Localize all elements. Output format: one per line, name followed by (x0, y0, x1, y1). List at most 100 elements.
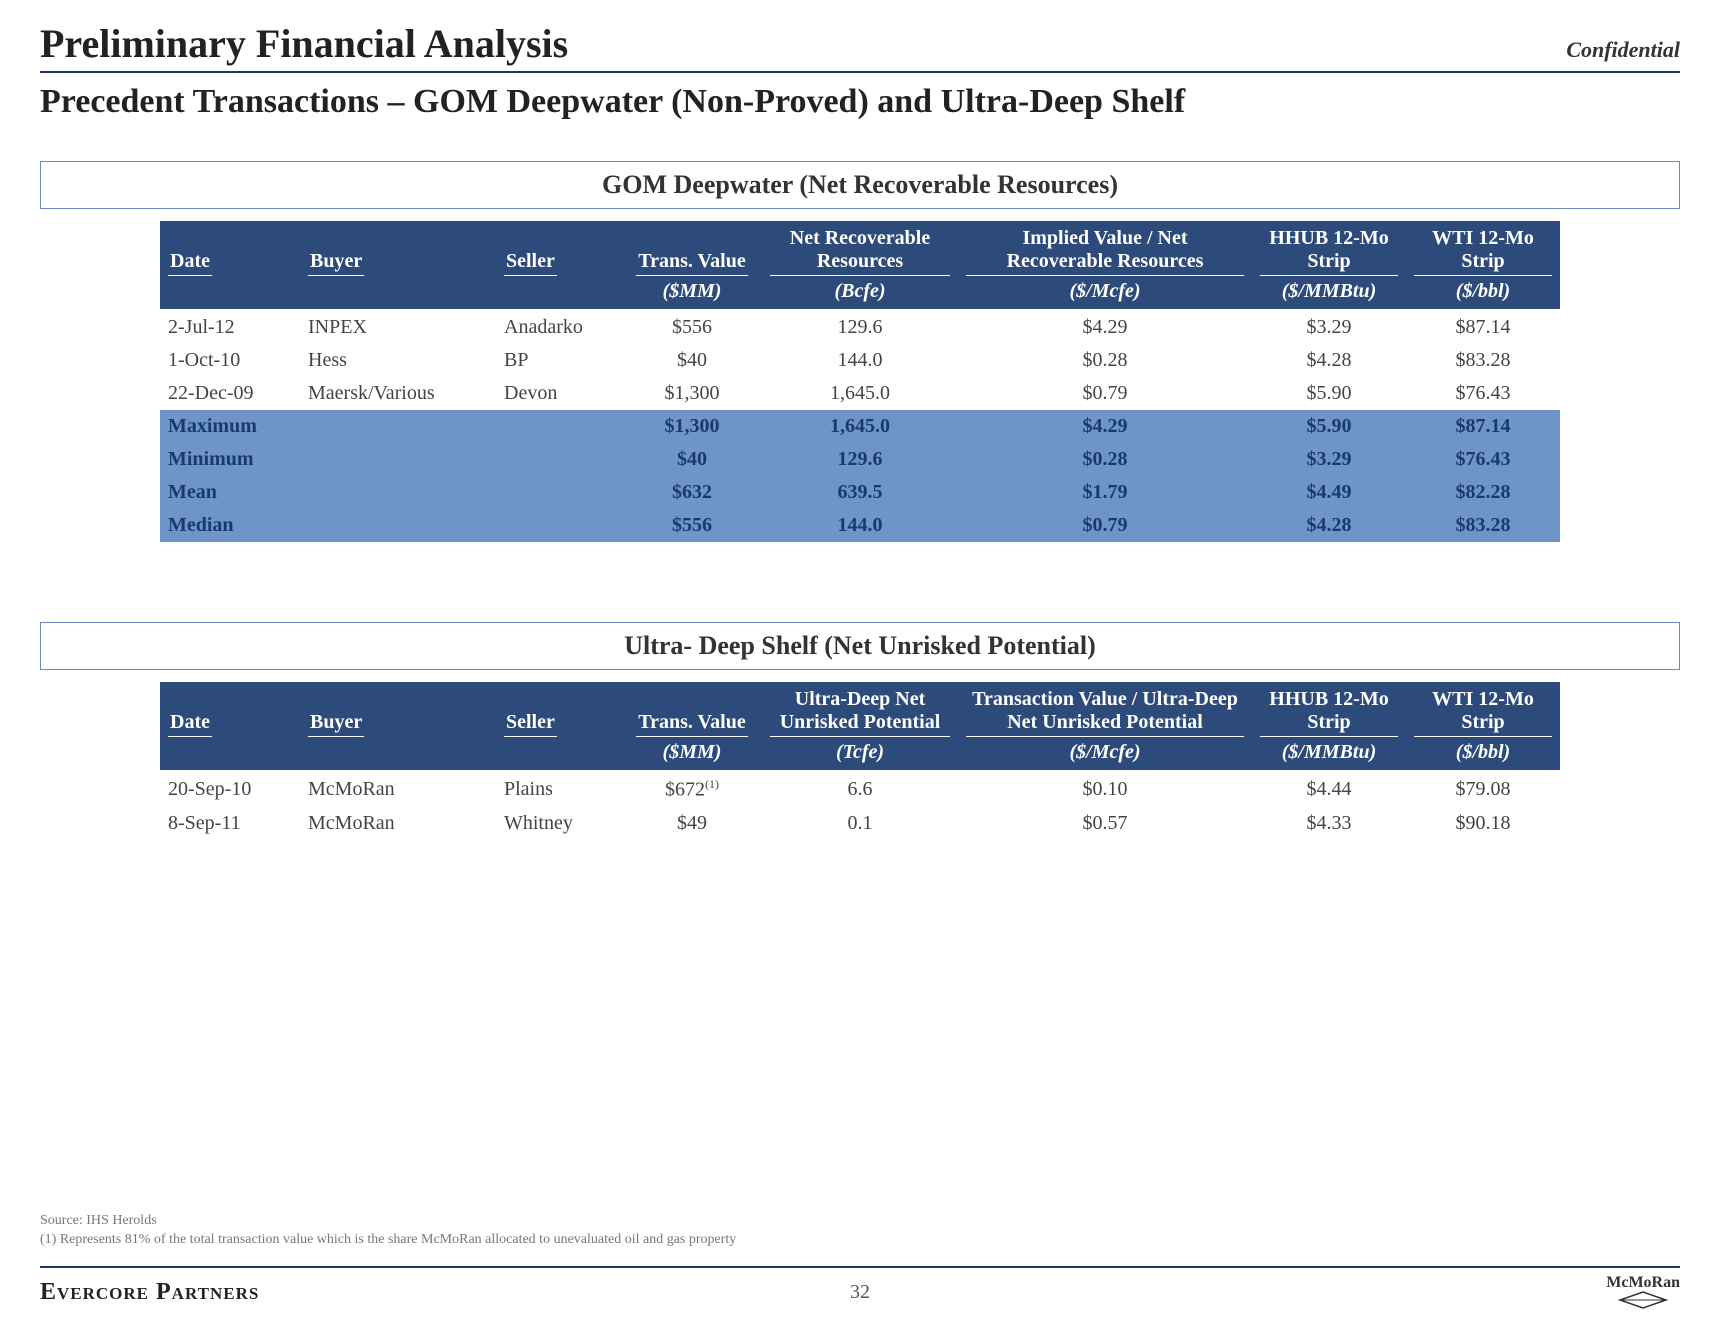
unit-wti: ($/bbl) (1406, 278, 1560, 310)
cell-hhub: $3.29 (1252, 310, 1406, 344)
cell-buyer: McMoRan (300, 771, 496, 807)
page-subtitle: Precedent Transactions – GOM Deepwater (… (40, 83, 1680, 121)
stat-implied: $1.79 (958, 476, 1252, 509)
cell-implied: $0.28 (958, 344, 1252, 377)
stat-implied: $0.28 (958, 443, 1252, 476)
col-buyer: Buyer (300, 682, 496, 739)
cell-seller: Anadarko (496, 310, 622, 344)
col-implied: Implied Value / Net Recoverable Resource… (958, 221, 1252, 278)
col-wti: WTI 12-Mo Strip (1406, 221, 1560, 278)
cell-hhub: $4.28 (1252, 344, 1406, 377)
section-title-ultradeep: Ultra- Deep Shelf (Net Unrisked Potentia… (40, 622, 1680, 670)
cell-date: 2-Jul-12 (160, 310, 300, 344)
cell-implied: $0.79 (958, 377, 1252, 410)
col-value: Trans. Value (622, 682, 762, 739)
table-stat-row: Maximum$1,3001,645.0$4.29$5.90$87.14 (160, 410, 1560, 443)
cell-seller: BP (496, 344, 622, 377)
stat-wti: $82.28 (1406, 476, 1560, 509)
section-title-gom: GOM Deepwater (Net Recoverable Resources… (40, 161, 1680, 209)
cell-wti: $76.43 (1406, 377, 1560, 410)
stat-value: $632 (622, 476, 762, 509)
cell-seller: Whitney (496, 807, 622, 840)
cell-buyer: Maersk/Various (300, 377, 496, 410)
footer-company: Evercore Partners (40, 1279, 259, 1306)
col-buyer: Buyer (300, 221, 496, 278)
cell-resources: 129.6 (762, 310, 958, 344)
col-date: Date (160, 682, 300, 739)
cell-hhub: $4.33 (1252, 807, 1406, 840)
footnote-source: Source: IHS Herolds (40, 1211, 736, 1231)
unit-resources: (Bcfe) (762, 278, 958, 310)
stat-implied: $4.29 (958, 410, 1252, 443)
stat-wti: $76.43 (1406, 443, 1560, 476)
cell-value: $1,300 (622, 377, 762, 410)
stat-value: $556 (622, 509, 762, 542)
cell-value: $556 (622, 310, 762, 344)
cell-value: $49 (622, 807, 762, 840)
cell-seller: Devon (496, 377, 622, 410)
confidential-label: Confidential (1566, 37, 1680, 63)
table-row: 1-Oct-10HessBP$40144.0$0.28$4.28$83.28 (160, 344, 1560, 377)
cell-hhub: $4.44 (1252, 771, 1406, 807)
col-hhub: HHUB 12-Mo Strip (1252, 221, 1406, 278)
unit-hhub: ($/MMBtu) (1252, 278, 1406, 310)
cell-hhub: $5.90 (1252, 377, 1406, 410)
col-hhub: HHUB 12-Mo Strip (1252, 682, 1406, 739)
stat-label: Median (160, 509, 622, 542)
table-ultradeep: Date Buyer Seller Trans. Value Ultra-Dee… (160, 682, 1560, 840)
cell-date: 8-Sep-11 (160, 807, 300, 840)
cell-resources: 1,645.0 (762, 377, 958, 410)
stat-hhub: $4.49 (1252, 476, 1406, 509)
stat-value: $40 (622, 443, 762, 476)
cell-wti: $87.14 (1406, 310, 1560, 344)
stat-value: $1,300 (622, 410, 762, 443)
col-seller: Seller (496, 682, 622, 739)
table-stat-row: Mean$632639.5$1.79$4.49$82.28 (160, 476, 1560, 509)
stat-hhub: $3.29 (1252, 443, 1406, 476)
stat-resources: 129.6 (762, 443, 958, 476)
col-ratio: Transaction Value / Ultra-Deep Net Unris… (958, 682, 1252, 739)
cell-value: $40 (622, 344, 762, 377)
col-potential: Ultra-Deep Net Unrisked Potential (762, 682, 958, 739)
cell-ratio: $0.57 (958, 807, 1252, 840)
cell-buyer: INPEX (300, 310, 496, 344)
table-row: 2-Jul-12INPEXAnadarko$556129.6$4.29$3.29… (160, 310, 1560, 344)
col-date: Date (160, 221, 300, 278)
cell-resources: 144.0 (762, 344, 958, 377)
stat-label: Minimum (160, 443, 622, 476)
cell-potential: 0.1 (762, 807, 958, 840)
cell-date: 20-Sep-10 (160, 771, 300, 807)
unit-potential: (Tcfe) (762, 739, 958, 771)
footer: Evercore Partners 32 McMoRan (40, 1266, 1680, 1310)
col-seller: Seller (496, 221, 622, 278)
page-number: 32 (850, 1281, 870, 1304)
footer-logo: McMoRan (1606, 1274, 1680, 1310)
cell-date: 22-Dec-09 (160, 377, 300, 410)
footnotes: Source: IHS Herolds (1) Represents 81% o… (40, 1211, 736, 1250)
stat-resources: 639.5 (762, 476, 958, 509)
cell-buyer: McMoRan (300, 807, 496, 840)
header: Preliminary Financial Analysis Confident… (40, 20, 1680, 73)
table-stat-row: Median$556144.0$0.79$4.28$83.28 (160, 509, 1560, 542)
cell-date: 1-Oct-10 (160, 344, 300, 377)
unit-value: ($MM) (622, 278, 762, 310)
page-title: Preliminary Financial Analysis (40, 20, 568, 67)
cell-wti: $79.08 (1406, 771, 1560, 807)
cell-wti: $90.18 (1406, 807, 1560, 840)
logo-diamond-icon (1618, 1290, 1668, 1310)
cell-wti: $83.28 (1406, 344, 1560, 377)
stat-hhub: $4.28 (1252, 509, 1406, 542)
table-gom-wrap: Date Buyer Seller Trans. Value Net Recov… (40, 221, 1680, 542)
stat-resources: 144.0 (762, 509, 958, 542)
stat-label: Maximum (160, 410, 622, 443)
unit-wti: ($/bbl) (1406, 739, 1560, 771)
col-resources: Net Recoverable Resources (762, 221, 958, 278)
cell-value: $672(1) (622, 771, 762, 807)
cell-implied: $4.29 (958, 310, 1252, 344)
unit-hhub: ($/MMBtu) (1252, 739, 1406, 771)
table-stat-row: Minimum$40129.6$0.28$3.29$76.43 (160, 443, 1560, 476)
unit-ratio: ($/Mcfe) (958, 739, 1252, 771)
unit-implied: ($/Mcfe) (958, 278, 1252, 310)
stat-hhub: $5.90 (1252, 410, 1406, 443)
stat-wti: $87.14 (1406, 410, 1560, 443)
